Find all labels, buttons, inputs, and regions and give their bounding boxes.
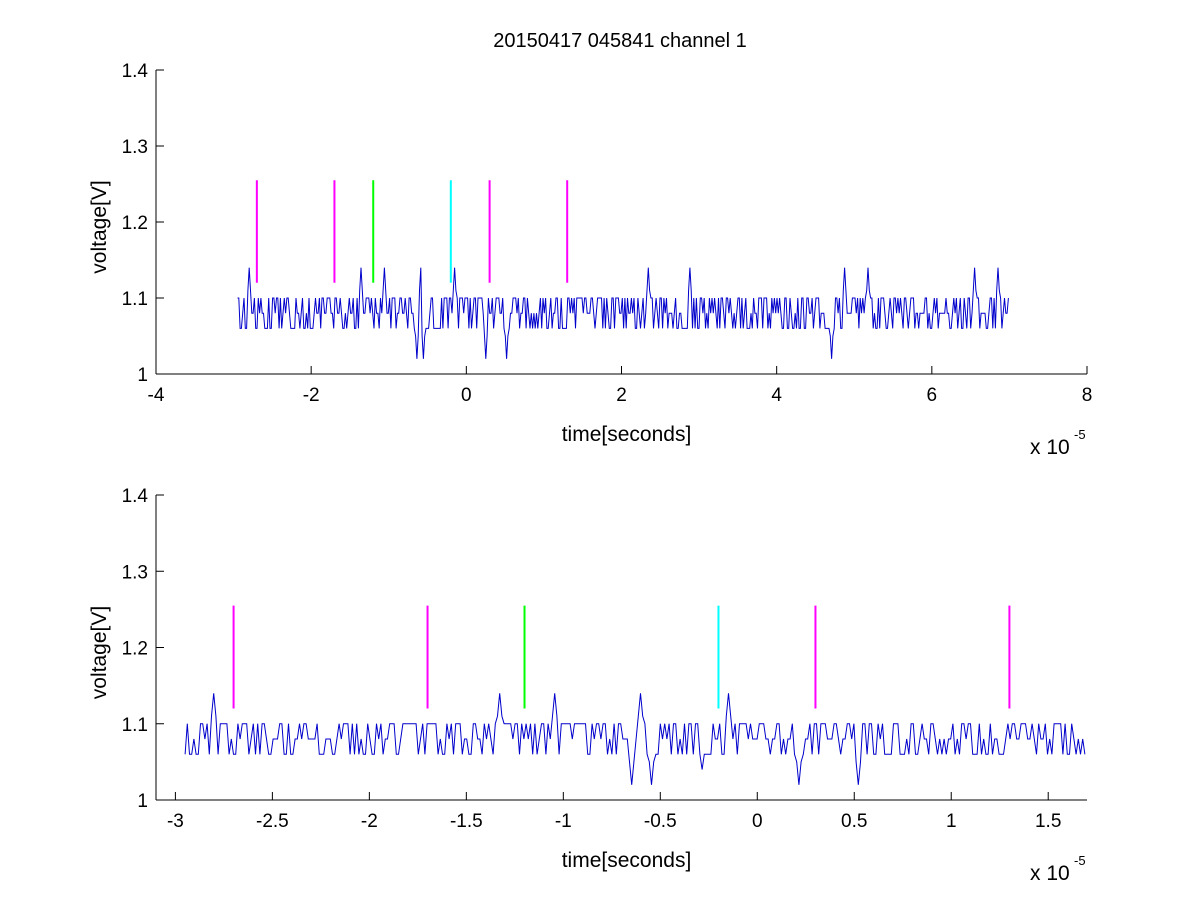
x-tick-label: 0	[752, 811, 763, 832]
y-tick-label: 1.4	[122, 486, 149, 507]
x-tick-label: -4	[148, 385, 165, 406]
x-tick-label: -2	[303, 385, 320, 406]
y-tick-label: 1.1	[122, 289, 148, 310]
y-tick-label: 1.2	[122, 639, 148, 660]
signal-trace	[184, 693, 1086, 785]
x-multiplier-exponent: -5	[1074, 853, 1086, 868]
top-plot: -4 -2 0 2 4 6 8 1 1.1 1.2 1.3 1.4 time[seconds] volta…	[88, 61, 1092, 459]
x-tick-label: -2	[361, 811, 378, 832]
y-tick-label: 1	[137, 365, 148, 386]
x-tick-label: -2.5	[256, 811, 289, 832]
y-tick-label: 1.1	[122, 715, 148, 736]
x-tick-label: -1.5	[450, 811, 483, 832]
x-tick-label: -0.5	[644, 811, 677, 832]
x-tick-label: -3	[167, 811, 184, 832]
y-tick-label: 1	[137, 791, 148, 812]
x-tick-label: 8	[1082, 385, 1093, 406]
x-tick-label: 6	[927, 385, 938, 406]
x-tick-label: 1	[946, 811, 957, 832]
x-axis-label: time[seconds]	[562, 423, 692, 446]
x-tick-label: 0.5	[841, 811, 867, 832]
x-multiplier-label: x 10	[1030, 862, 1070, 885]
y-tick-label: 1.3	[122, 562, 148, 583]
y-tick-label: 1.4	[122, 61, 149, 82]
y-tick-label: 1.3	[122, 137, 148, 158]
x-tick-label: 0	[461, 385, 472, 406]
y-axis-label: voltage[V]	[88, 606, 111, 699]
x-multiplier-label: x 10	[1030, 436, 1070, 459]
x-multiplier-exponent: -5	[1074, 427, 1086, 442]
y-axis-label: voltage[V]	[88, 180, 111, 273]
x-axis-label: time[seconds]	[562, 849, 692, 872]
signal-trace	[237, 267, 1009, 359]
x-tick-label: -1	[555, 811, 572, 832]
x-tick-label: 2	[616, 385, 627, 406]
x-tick-label: 4	[771, 385, 782, 406]
y-tick-label: 1.2	[122, 213, 148, 234]
bottom-plot: -3 -2.5 -2 -1.5 -1 -0.5 0 0.5 1 1.5 1 1.1 1.2 1.3 1.4 t…	[88, 486, 1087, 885]
figure-title: 20150417 045841 channel 1	[493, 30, 747, 52]
x-tick-label: 1.5	[1035, 811, 1061, 832]
